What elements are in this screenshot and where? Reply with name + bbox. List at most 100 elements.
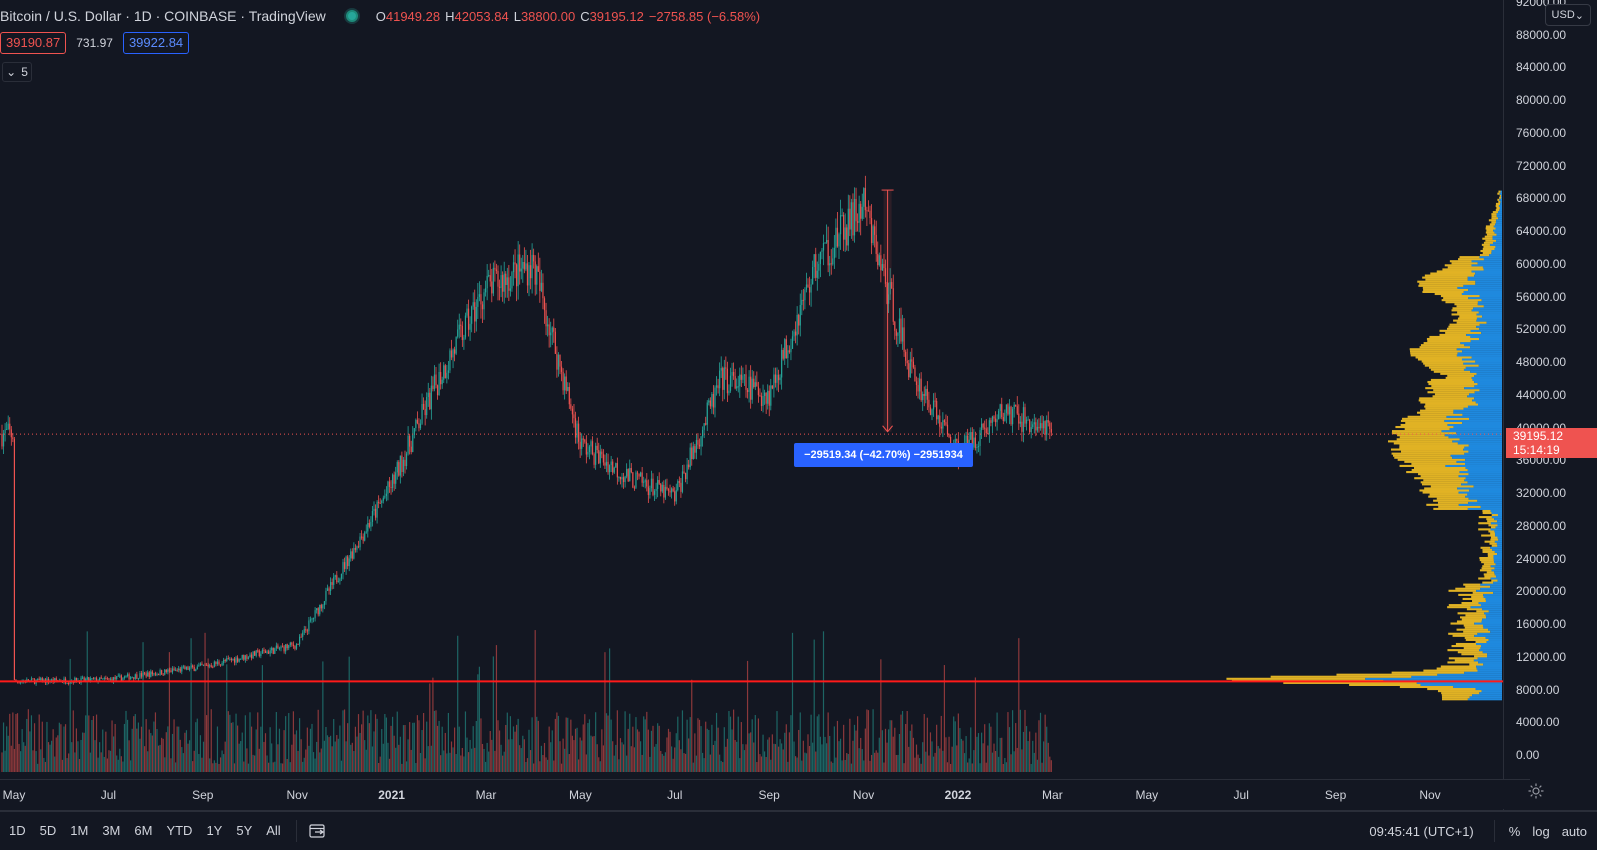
range-button-ytd[interactable]: YTD [166,823,193,838]
volume-bar [416,715,418,772]
candle-body [1029,419,1031,433]
volume-bar [863,760,865,772]
chart-area[interactable]: Bitcoin / U.S. Dollar · 1D · COINBASE · … [0,0,1530,810]
date-range-icon[interactable] [305,819,331,843]
volume-profile-bar [1464,671,1502,674]
volume-profile-bar [1467,507,1502,510]
volume-bar [1016,747,1018,772]
volume-profile-bar [1499,194,1502,197]
volume-profile-bar [1419,397,1475,400]
candle-body [430,385,432,410]
volume-bar [857,716,859,772]
candle-body [841,214,843,216]
candle-body [649,488,651,496]
candle-body [543,298,546,311]
candle-body [976,446,978,448]
volume-profile-bar [1464,626,1484,629]
volume-bar [956,745,958,772]
candle-body [582,438,584,440]
candle-body [171,668,174,673]
candle-body [495,269,498,271]
candle-body [835,227,837,248]
candle-body [708,400,710,403]
volume-bar [655,744,657,772]
volume-profile-bar [1349,683,1421,686]
volume-bar [171,733,174,772]
volume-bar [643,716,645,772]
range-button-5y[interactable]: 5Y [236,823,253,838]
volume-profile-bar [1397,434,1445,437]
buy-price-button[interactable]: 39922.84 [122,32,190,54]
time-axis[interactable]: May Jul Sep Nov 2021 Mar May Jul Sep Nov 2022 Mar Ma… [0,779,1530,809]
volume-profile-bar [1283,681,1417,684]
volume-bar [164,757,166,772]
log-scale-button[interactable]: log [1532,823,1550,839]
volume-bar [1027,741,1029,772]
candle-body [1025,419,1028,424]
candle-body [754,382,756,388]
volume-profile-bar [1404,460,1457,463]
price-tick-label: 72000.00 [1516,158,1567,173]
range-button-all[interactable]: All [266,823,281,838]
range-button-6m[interactable]: 6M [134,823,153,838]
gear-icon[interactable] [1527,782,1547,802]
indicators-collapse-button[interactable]: ⌄ 5 [2,62,32,82]
range-button-1y[interactable]: 1Y [206,823,223,838]
candle-body [974,437,976,448]
volume-bar [562,738,564,772]
candle-body [249,654,251,658]
range-button-1d[interactable]: 1D [9,823,26,838]
range-button-1m[interactable]: 1M [70,823,89,838]
volume-bar [181,747,183,772]
sell-price-button[interactable]: 39190.87 [0,32,67,54]
volume-profile-bar [1441,698,1468,701]
volume-bar [412,722,414,772]
volume-bar [137,722,139,772]
candle-body [289,642,291,646]
price-axis[interactable]: 92000.00 88000.00 84000.00 80000.00 76000.00… [1503,0,1597,810]
symbol-legend[interactable]: Bitcoin / U.S. Dollar · 1D · COINBASE · … [0,6,760,26]
volume-profile-bar [1483,626,1502,629]
range-button-5d[interactable]: 5D [39,823,57,838]
auto-scale-button[interactable]: auto [1561,823,1587,839]
volume-profile-bar [1482,581,1494,584]
volume-profile-bar [1391,430,1442,433]
candle-body [269,650,271,654]
candle-body [629,468,631,482]
candle-body [536,266,538,285]
candle-body [742,375,744,380]
volume-profile-bar [1481,620,1502,623]
volume-profile-bar [1448,604,1481,607]
volume-profile-bar [1489,223,1496,226]
volume-bar [1047,742,1049,772]
volume-bar [498,730,501,772]
currency-select[interactable]: USD ⌄ [1544,4,1591,26]
volume-bar [517,718,519,772]
candle-body [598,450,600,464]
volume-bar [954,721,956,772]
ohlc-high: H42053.84 [445,8,509,24]
candle-body [142,672,144,677]
volume-bar [40,749,42,772]
candle-body [587,451,589,455]
volume-profile-bar [1454,659,1474,662]
volume-bar [661,753,663,772]
volume-bar [650,730,653,772]
price-chart[interactable] [0,0,1530,810]
volume-bar [768,737,770,772]
volume-bar [227,711,229,772]
clock-timezone[interactable]: 09:45:41 (UTC+1) [1369,823,1474,839]
candle-body [901,327,904,342]
candle-body [213,661,215,667]
percent-scale-button[interactable]: % [1508,823,1521,839]
volume-bar [526,758,529,772]
candle-body [912,361,914,368]
volume-bar [808,745,811,772]
volume-bar [932,756,935,772]
volume-bar [543,742,546,772]
volume-bar [464,711,467,772]
candle-body [1008,406,1011,415]
range-button-3m[interactable]: 3M [102,823,121,838]
symbol-title[interactable]: Bitcoin / U.S. Dollar · 1D · COINBASE · … [0,8,326,24]
volume-bar [37,763,39,772]
